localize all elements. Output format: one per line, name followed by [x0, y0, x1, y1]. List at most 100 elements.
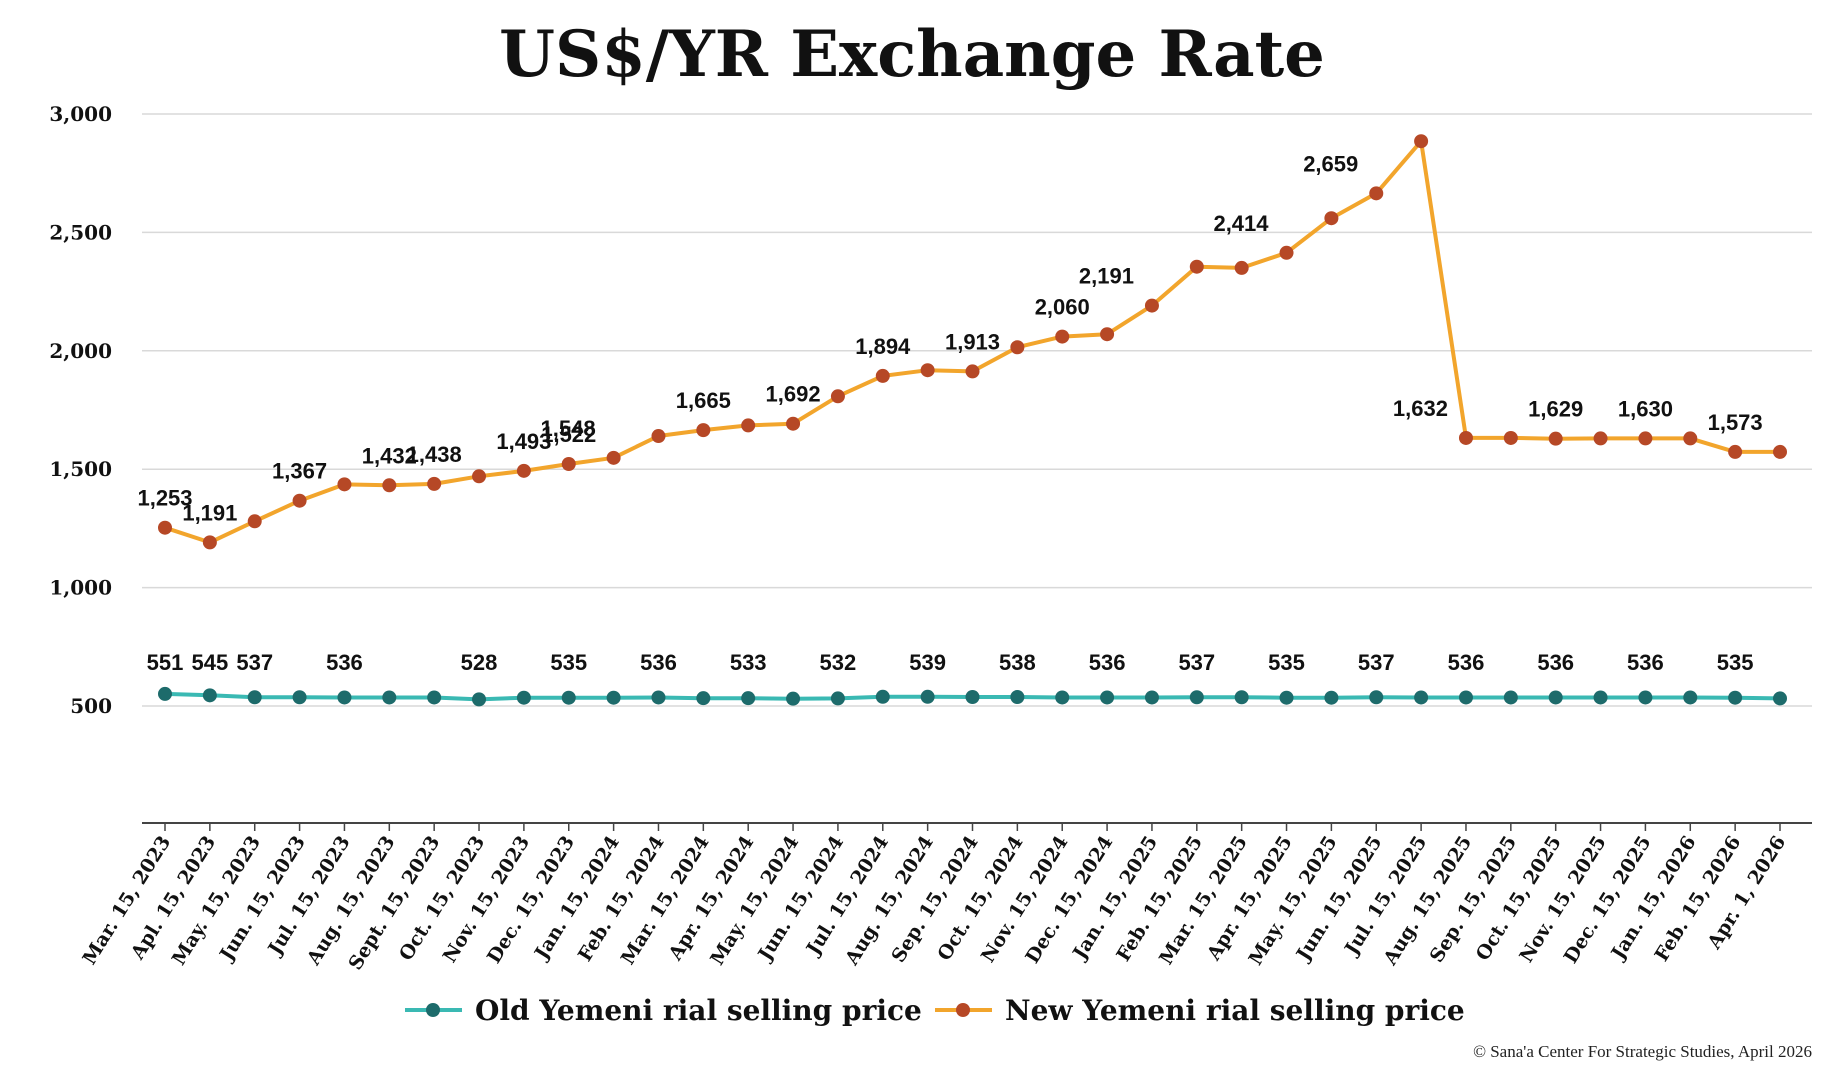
legend: Old Yemeni rial selling price New Yemeni…	[405, 994, 1465, 1027]
data-label: 535	[1717, 650, 1754, 675]
data-point	[202, 535, 217, 550]
data-point	[1234, 690, 1249, 705]
data-label: 535	[1268, 650, 1305, 675]
data-point	[1773, 691, 1787, 706]
data-point	[965, 364, 980, 379]
data-point	[875, 689, 890, 704]
data-point	[651, 690, 666, 705]
data-point	[427, 690, 442, 705]
data-label: 532	[820, 650, 857, 675]
data-point	[1503, 430, 1518, 445]
data-label: 1,191	[182, 500, 237, 525]
data-point	[1683, 690, 1698, 705]
data-point	[920, 689, 935, 704]
data-point	[382, 478, 397, 493]
data-point	[696, 691, 711, 706]
data-point	[1458, 690, 1473, 705]
data-label: 1,573	[1708, 410, 1763, 435]
data-label: 1,913	[945, 329, 1000, 354]
data-point	[1234, 260, 1249, 275]
data-label: 536	[640, 650, 677, 675]
data-label: 1,894	[855, 334, 911, 359]
data-point	[1324, 690, 1339, 705]
data-point	[1458, 430, 1473, 445]
data-point	[292, 690, 307, 705]
data-point	[292, 493, 307, 508]
legend-entry-new: New Yemeni rial selling price	[935, 994, 1465, 1027]
data-point	[1055, 690, 1070, 705]
data-label: 1,548	[541, 416, 596, 441]
data-label: 1,630	[1618, 396, 1673, 421]
legend-label-new: New Yemeni rial selling price	[1005, 994, 1465, 1027]
data-labels: 551 545 537 536 528 535 536 533 532 539 538 536 537 5…	[137, 151, 1762, 675]
data-point	[830, 389, 845, 404]
data-point	[1414, 690, 1429, 705]
data-point	[516, 463, 531, 478]
y-tick-label: 3,000	[49, 102, 112, 126]
data-point	[561, 690, 576, 705]
data-point	[1728, 690, 1743, 705]
data-series	[158, 134, 1787, 707]
legend-entry-old: Old Yemeni rial selling price	[405, 994, 922, 1027]
data-label: 2,414	[1213, 211, 1269, 236]
data-point	[1010, 340, 1025, 355]
chart-title: US$/YR Exchange Rate	[499, 17, 1325, 92]
data-point	[965, 690, 980, 705]
data-point	[830, 691, 845, 706]
data-label: 1,665	[676, 388, 731, 413]
data-point	[1638, 690, 1653, 705]
data-point	[516, 690, 531, 705]
data-label: 1,522	[541, 422, 596, 447]
data-point	[1369, 186, 1384, 201]
data-point	[1055, 329, 1070, 344]
data-point	[696, 423, 711, 438]
data-label: 1,432	[362, 443, 417, 468]
data-point	[1279, 690, 1294, 705]
data-point	[741, 691, 756, 706]
data-label: 538	[999, 650, 1036, 675]
data-point	[1503, 690, 1518, 705]
footer-credit: © Sana'a Center For Strategic Studies, A…	[1473, 1042, 1812, 1061]
data-point	[472, 469, 487, 484]
data-point	[158, 686, 172, 701]
data-point	[1100, 690, 1115, 705]
data-label: 536	[1448, 650, 1485, 675]
data-point	[1324, 211, 1339, 226]
data-label: 537	[1178, 650, 1215, 675]
data-point	[1189, 259, 1204, 274]
data-point	[382, 690, 397, 705]
data-label: 1,438	[407, 442, 462, 467]
y-tick-label: 2,500	[49, 220, 112, 244]
data-point	[1100, 327, 1115, 342]
data-point	[158, 520, 172, 535]
y-tick-label: 2,000	[49, 339, 112, 363]
data-point	[427, 476, 442, 491]
data-point	[1414, 134, 1429, 149]
data-label: 545	[192, 650, 229, 675]
data-label: 539	[909, 650, 946, 675]
data-point	[1638, 431, 1653, 446]
data-label: 536	[326, 650, 363, 675]
data-point	[1010, 690, 1025, 705]
data-point	[606, 450, 621, 465]
data-label: 536	[1089, 650, 1126, 675]
data-point	[786, 691, 801, 706]
data-point	[1144, 690, 1159, 705]
legend-swatch-old-marker	[426, 1003, 440, 1017]
data-label: 2,191	[1079, 264, 1134, 289]
data-label: 528	[461, 650, 498, 675]
data-label: 2,659	[1303, 151, 1358, 176]
y-axis-ticks: 500 1,000 1,500 2,000 2,500 3,000	[49, 102, 112, 718]
data-point	[875, 368, 890, 383]
data-point	[247, 514, 262, 529]
data-point	[1593, 431, 1608, 446]
data-point	[1548, 690, 1563, 705]
data-point	[202, 688, 217, 703]
data-point	[337, 690, 352, 705]
data-point	[561, 456, 576, 471]
data-point	[920, 363, 935, 378]
data-point	[741, 418, 756, 433]
gridlines	[142, 113, 1812, 707]
